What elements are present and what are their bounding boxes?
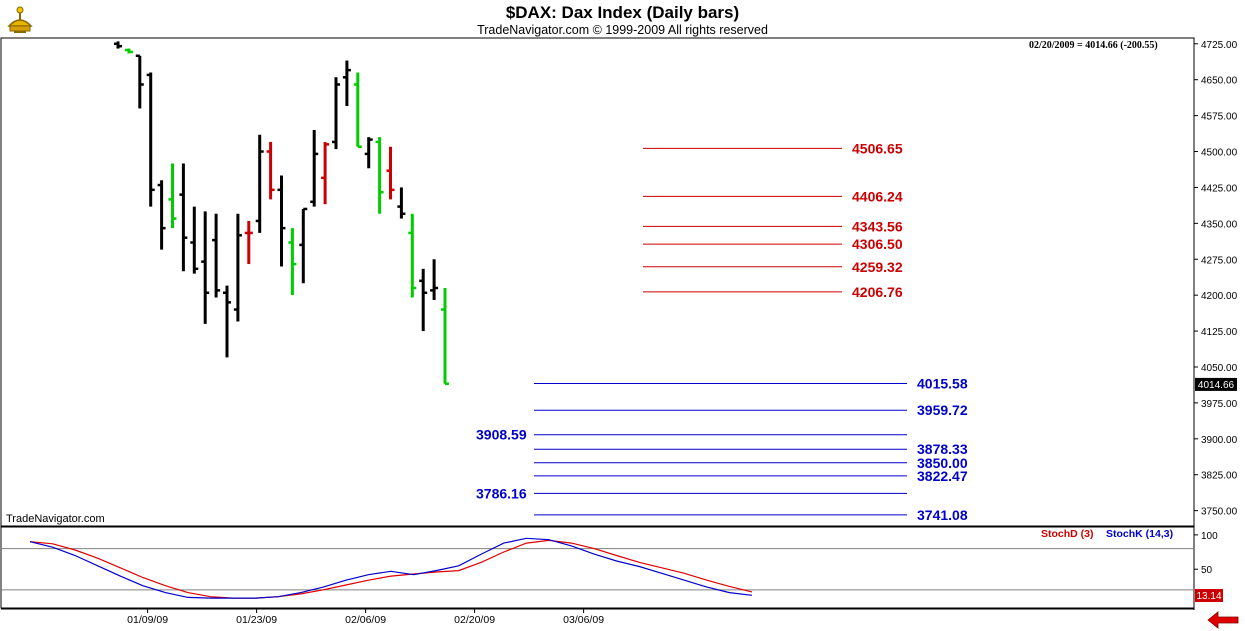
price-tick-label: 4725.00: [1201, 40, 1238, 51]
level-label: 4506.65: [852, 140, 903, 156]
ohlc-bar: [310, 129, 319, 207]
price-tick-label: 4575.00: [1201, 112, 1238, 123]
level-label: 4306.50: [852, 236, 903, 252]
date-tick-label: 02/20/09: [454, 614, 495, 626]
chart-header: $DAX: Dax Index (Daily bars) TradeNaviga…: [0, 0, 1245, 39]
chart-title: $DAX: Dax Index (Daily bars): [505, 3, 740, 22]
scroll-left-arrow-icon[interactable]: [1207, 611, 1239, 629]
ohlc-bar: [386, 146, 395, 200]
ohlc-bar: [430, 259, 439, 300]
ohlc-bar: [353, 72, 362, 148]
price-tick-label: 4275.00: [1201, 255, 1238, 266]
legend-stochk: StochK (14,3): [1106, 528, 1173, 540]
price-tick-label: 3750.00: [1201, 507, 1238, 518]
price-panel-frame: [0, 37, 1195, 527]
legend-stochd: StochD (3): [1041, 528, 1094, 540]
ohlc-bar: [157, 180, 166, 250]
level-label: 3850.00: [917, 455, 968, 471]
level-label: 4406.24: [852, 188, 903, 204]
stoch-last-value-badge: 13.14: [1195, 589, 1223, 602]
watermark: TradeNavigator.com: [6, 513, 105, 525]
ohlc-bar: [397, 187, 406, 219]
stoch-last-value: 13.14: [1196, 591, 1221, 602]
last-quote-readout: 02/20/2009 = 4014.66 (-200.55): [1029, 40, 1158, 51]
ohlc-bar: [364, 137, 373, 169]
level-label: 4015.58: [917, 375, 968, 391]
level-label: 3959.72: [917, 402, 968, 418]
ohlc-bar: [168, 163, 177, 229]
price-tick-label: 4200.00: [1201, 291, 1238, 302]
price-bars: [114, 41, 449, 385]
ohlc-bar: [190, 206, 199, 274]
price-tick-label: 4500.00: [1201, 148, 1238, 159]
level-label: 3786.16: [476, 485, 527, 501]
ohlc-bar: [233, 213, 242, 322]
ohlc-bar: [201, 211, 210, 324]
ohlc-bar: [375, 137, 384, 214]
ohlc-bar: [321, 141, 330, 205]
price-tick-label: 3900.00: [1201, 435, 1238, 446]
price-last-value-badge: 4014.66: [1195, 377, 1237, 391]
date-tick-label: 01/23/09: [236, 614, 277, 626]
ohlc-bar: [419, 268, 428, 332]
ohlc-bar: [342, 60, 351, 107]
level-label: 4343.56: [852, 218, 903, 234]
date-tick-label: 03/06/09: [563, 614, 604, 626]
price-tick-label: 4350.00: [1201, 219, 1238, 230]
price-tick-label: 4125.00: [1201, 327, 1238, 338]
level-label: 4206.76: [852, 284, 903, 300]
date-axis: 01/09/09 01/23/09 02/06/09 02/20/09 03/06/09: [127, 609, 604, 626]
level-label: 3741.08: [917, 507, 968, 523]
ohlc-bar: [299, 207, 308, 284]
date-tick-label: 01/09/09: [127, 614, 168, 626]
date-tick-label: 02/06/09: [345, 614, 386, 626]
ohlc-bar: [277, 175, 286, 267]
sextant-logo-icon: [7, 6, 33, 33]
ohlc-bar: [114, 41, 122, 49]
ohlc-bar: [179, 163, 188, 272]
chart-subtitle: TradeNavigator.com © 1999-2009 All right…: [477, 23, 768, 37]
stoch-series-line: [29, 537, 753, 599]
stoch-tick-label: 50: [1201, 565, 1213, 576]
price-tick-label: 3975.00: [1201, 399, 1238, 410]
ohlc-bar: [135, 54, 144, 109]
level-label: 3822.47: [917, 468, 968, 484]
stoch-panel: 100 50: [1, 531, 1218, 599]
level-label: 3878.33: [917, 441, 968, 457]
ohlc-bar: [441, 287, 449, 385]
ohlc-bar: [146, 72, 155, 207]
ohlc-bar: [124, 48, 133, 54]
stoch-series-line: [29, 539, 753, 599]
stoch-tick-label: 100: [1201, 531, 1218, 542]
level-label: 3908.59: [476, 427, 527, 443]
price-tick-label: 4650.00: [1201, 76, 1238, 87]
ohlc-bar: [223, 285, 231, 358]
price-tick-label: 4050.00: [1201, 363, 1238, 374]
ohlc-bar: [332, 77, 340, 150]
price-tick-label: 3825.00: [1201, 471, 1238, 482]
level-label: 4259.32: [852, 259, 903, 275]
ohlc-bar: [408, 213, 417, 298]
level-lines: 4506.65 4406.24 4343.56 4306.50 4259.32 4206.…: [476, 140, 968, 523]
ohlc-bar: [266, 141, 275, 200]
ohlc-bar: [212, 213, 221, 298]
price-last-value: 4014.66: [1198, 380, 1235, 391]
ohlc-bar: [244, 220, 253, 265]
price-tick-label: 4425.00: [1201, 183, 1238, 194]
price-axis: 3750.00 3825.00 3900.00 3975.00 4050.00 4125.…: [1194, 40, 1238, 518]
ohlc-bar: [255, 134, 264, 233]
ohlc-bar: [288, 228, 297, 296]
